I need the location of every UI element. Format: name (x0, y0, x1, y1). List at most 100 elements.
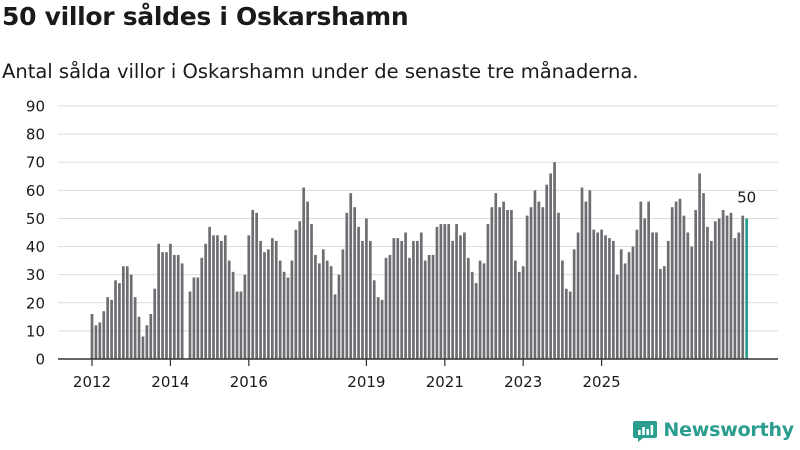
bar (666, 240, 670, 359)
bar (188, 291, 192, 359)
bar (290, 260, 294, 359)
bar (678, 198, 682, 359)
bar (353, 207, 356, 359)
bar (529, 207, 533, 359)
bar (380, 299, 384, 359)
bar (314, 254, 317, 359)
bar (604, 235, 607, 359)
bar (149, 314, 153, 359)
bar (396, 238, 400, 359)
bar (102, 311, 106, 359)
bar (639, 201, 643, 359)
y-tick-label: 30 (26, 266, 45, 284)
y-tick-label: 20 (26, 294, 45, 312)
bar (482, 263, 486, 359)
bar (737, 232, 741, 359)
bar (286, 277, 290, 359)
bar (259, 240, 262, 359)
bar-latest (745, 218, 748, 359)
bar (600, 229, 603, 359)
bar (200, 257, 204, 359)
bar (208, 226, 211, 359)
bar (361, 240, 364, 359)
bar (686, 232, 690, 359)
bar (294, 229, 298, 359)
bar (298, 221, 302, 359)
bar (357, 226, 360, 359)
x-tick-label: 2014 (151, 373, 189, 391)
bar (533, 190, 537, 359)
bar (557, 212, 560, 359)
bar (423, 260, 427, 359)
bar (223, 235, 227, 359)
bar (165, 252, 168, 359)
bar (231, 271, 235, 359)
bar (670, 207, 674, 359)
bar (172, 254, 176, 359)
bar (408, 257, 411, 359)
bars (90, 162, 748, 359)
bar (596, 232, 600, 359)
bar (521, 266, 525, 359)
bar (506, 210, 509, 359)
bar (270, 238, 274, 359)
bar (455, 224, 458, 359)
bar (459, 235, 462, 359)
bar (341, 249, 345, 359)
bar (114, 280, 117, 359)
bar (306, 201, 309, 359)
bar (545, 184, 549, 359)
bar (153, 288, 157, 359)
bar (706, 226, 709, 359)
bar (255, 212, 258, 359)
bar (631, 246, 635, 359)
bar (431, 254, 435, 359)
bar (227, 260, 231, 359)
bar (592, 229, 596, 359)
y-tick-label: 60 (26, 182, 45, 200)
bar (318, 263, 321, 359)
bar (137, 316, 141, 359)
bar (161, 252, 164, 359)
bar (588, 190, 592, 359)
bar (388, 254, 392, 359)
bar (196, 277, 200, 359)
bar (568, 291, 572, 359)
bar (345, 212, 349, 359)
bar (647, 201, 650, 359)
bar (204, 243, 208, 359)
bar (278, 260, 282, 359)
bar (502, 201, 505, 359)
bar (651, 232, 654, 359)
latest-value-label: 50 (737, 188, 756, 206)
bar (333, 294, 337, 359)
bar (725, 215, 729, 359)
bar (741, 215, 745, 359)
bar (608, 238, 611, 359)
bar (192, 277, 196, 359)
bar (169, 243, 172, 359)
bar (490, 207, 494, 359)
bar (365, 218, 368, 359)
bar (659, 269, 662, 359)
bar (615, 274, 619, 359)
bar (392, 238, 396, 359)
bar (498, 207, 502, 359)
bar (494, 193, 498, 359)
y-tick-label: 0 (35, 351, 45, 369)
bar (329, 266, 333, 359)
bar (478, 260, 482, 359)
bar (180, 263, 184, 359)
bar (384, 257, 388, 359)
bar (110, 299, 113, 359)
bar (713, 221, 717, 359)
bar (243, 274, 247, 359)
bar (627, 252, 631, 359)
bar (251, 210, 255, 359)
bar (690, 246, 694, 359)
annotations: 50 (737, 188, 756, 206)
bar (443, 224, 447, 359)
bar (106, 297, 110, 359)
y-tick-label: 40 (26, 238, 45, 256)
bar (447, 224, 451, 359)
